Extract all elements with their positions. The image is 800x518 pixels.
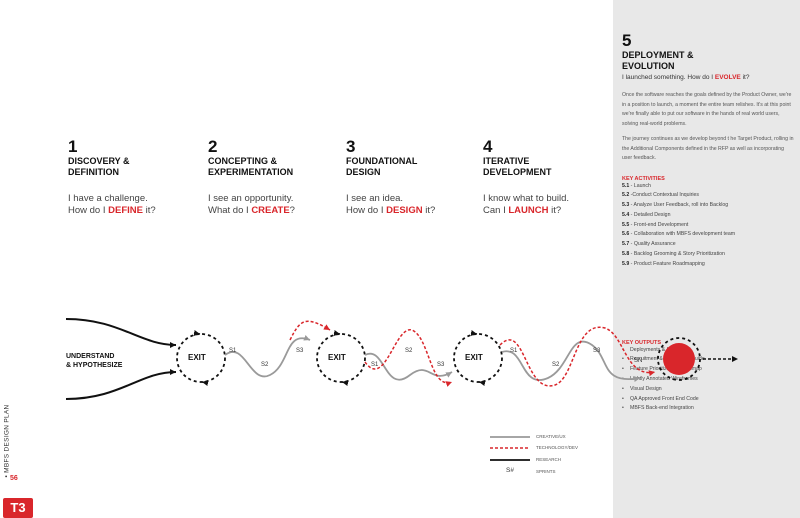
sprint-label: SN (634, 358, 643, 364)
t3-logo: T3 (3, 498, 33, 518)
sprint-label: S1 (371, 362, 379, 368)
phase-2: 2 CONCEPTING & EXPERIMENTATION I see an o… (208, 138, 338, 217)
exit-label: EXIT (328, 353, 346, 362)
understand-label: UNDERSTAND & HYPOTHESIZE (66, 353, 123, 369)
phase-number: 2 (208, 137, 218, 156)
list-item: 5.6 - Collaboration with MBFS developmen… (622, 231, 736, 238)
phase-paragraph: The journey continues as we develop beyo… (622, 136, 794, 161)
key-activities-heading: KEY ACTIVITIES (622, 175, 665, 182)
tech-sprint-path (499, 326, 656, 387)
key-activities-list: 5.1 - Launch 5.2 -Conduct Contextual Inq… (622, 182, 794, 270)
list-item: 5.7 - Quality Assurance (622, 241, 676, 248)
phase-number: 5 (622, 31, 632, 50)
tech-sprint-path (289, 320, 331, 341)
phase-title: CONCEPTING & EXPERIMENTATION (208, 156, 294, 177)
phase-number: 3 (346, 137, 356, 156)
list-item: 5.4 - Detailed Design (622, 211, 671, 218)
phase-title: FOUNDATIONAL DESIGN (346, 156, 418, 177)
phase-title: ITERATIVE DEVELOPMENT (483, 156, 552, 177)
legend-label: SPRINTS (536, 469, 556, 474)
list-item: Lightly Annotated Wireframes (622, 375, 794, 385)
sprint-label: S1 (510, 348, 518, 354)
list-item: MBFS Back-end Integration (622, 404, 794, 414)
exit-label: EXIT (188, 353, 206, 362)
list-item: Visual Design (622, 385, 794, 395)
key-outputs-heading: KEY OUTPUTS (622, 339, 662, 346)
sprint-label: S2 (552, 362, 560, 368)
exit-label: EXIT (465, 353, 483, 362)
legend-label: CREATIVE/UX (536, 434, 566, 439)
list-item: Feature Prioritization Roadmap (622, 365, 794, 375)
tech-sprint-path (364, 329, 453, 387)
list-item: 5.8 - Backlog Grooming & Story Prioritiz… (622, 251, 725, 258)
phase-question: I launched something. How do I EVOLVE it… (622, 74, 750, 81)
phase-question: I see an idea. How do I DESIGN it? (346, 193, 436, 216)
phase-1: 1 DISCOVERY & DEFINITION I have a challen… (68, 138, 198, 217)
phase-question: I know what to build. Can I LAUNCH it? (483, 193, 570, 216)
sprint-label: S1 (229, 348, 237, 354)
phase-number: 4 (483, 137, 493, 156)
sprint-label: S3 (437, 362, 445, 368)
list-item: Deployments & Live QA (622, 346, 794, 356)
launch-node (657, 337, 738, 381)
legend-symbol: S# (506, 467, 514, 474)
legend-label: RESEARCH (536, 457, 562, 462)
sprint-label: S2 (261, 362, 269, 368)
exit-circle-2 (316, 330, 366, 386)
phase-paragraph: Once the software reaches the goals defi… (622, 92, 792, 127)
research-input-curve (65, 369, 177, 400)
creative-sprint-path (364, 352, 453, 381)
list-item: QA Approved Front End Code (622, 395, 794, 405)
sprint-label: S2 (405, 348, 413, 354)
phase-question: I have a challenge. How do I DEFINE it? (68, 193, 156, 216)
list-item: 5.3 - Analyze User Feedback, roll into B… (622, 202, 729, 209)
phase-3: 3 FOUNDATIONAL DESIGN I see an idea. How d… (346, 138, 476, 217)
phase-question: I see an opportunity. What do I CREATE? (208, 193, 295, 216)
phase-title: DEPLOYMENT & EVOLUTION (622, 50, 694, 71)
phase-number: 1 (68, 137, 78, 156)
document-title: • MBFS DESIGN PLAN (3, 404, 11, 478)
research-input-curve (65, 318, 177, 348)
phase-title: DISCOVERY & DEFINITION (68, 156, 130, 177)
exit-circle-1 (176, 330, 226, 386)
sprint-label: S3 (593, 348, 601, 354)
legend-label: TECHNOLOGY/DEV (536, 445, 579, 450)
exit-circle-3 (453, 330, 503, 386)
list-item: 5.9 - Product Feature Roadmapping (622, 260, 705, 267)
creative-sprint-path (501, 340, 641, 382)
list-item: 5.1 - Launch (622, 182, 651, 189)
page-number: 56 (10, 475, 18, 482)
sprint-label: S3 (296, 348, 304, 354)
phase-4: 4 ITERATIVE DEVELOPMENT I know what to bu… (483, 138, 613, 217)
list-item: 5.5 - Front-end Development (622, 221, 689, 228)
creative-sprint-path (224, 334, 311, 378)
list-item: 5.2 -Conduct Contextual Inquiries (622, 192, 699, 199)
